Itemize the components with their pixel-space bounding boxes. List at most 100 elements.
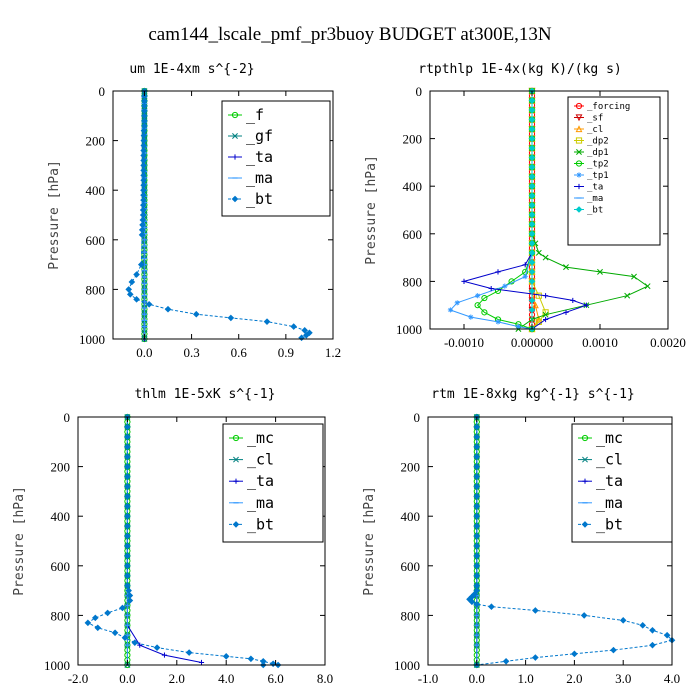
- legend-marker: [576, 183, 582, 190]
- y-axis-label: Pressure [hPa]: [362, 486, 377, 596]
- y-tick-label: 400: [86, 183, 106, 198]
- suptitle: cam144_lscale_pmf_pr3buoy BUDGET at300E,…: [148, 24, 552, 45]
- legend-marker: [233, 456, 239, 463]
- data-point: [528, 230, 536, 238]
- legend-marker: [232, 133, 238, 139]
- legend-marker: [231, 111, 239, 119]
- data-point: [137, 261, 145, 268]
- y-tick-label: 0: [99, 84, 106, 99]
- data-point: [535, 292, 542, 299]
- y-axis-label: Pressure [hPa]: [47, 160, 62, 270]
- data-point: [473, 552, 481, 560]
- legend-label: _mc: [247, 429, 274, 447]
- legend-item-ta: _ta: [574, 183, 603, 193]
- legend-label: _tp1: [587, 171, 609, 181]
- legend-label: _ta: [246, 148, 273, 166]
- legend-marker: [232, 434, 240, 442]
- x-tick-label: 4.0: [218, 671, 234, 686]
- series-markers-tp2: [474, 87, 536, 333]
- plot-frame: [77, 416, 326, 666]
- data-point: [473, 463, 481, 470]
- y-tick-label: 600: [401, 559, 421, 574]
- data-point: [121, 634, 129, 642]
- data-point: [461, 278, 467, 284]
- data-point: [124, 562, 131, 570]
- data-point: [124, 463, 131, 470]
- legend-label: _f: [246, 106, 264, 124]
- legend-item-bt: _bt: [229, 515, 274, 533]
- plot-frame: [429, 90, 669, 330]
- x-tick-label: 0.9: [278, 345, 294, 360]
- data-point: [473, 433, 481, 441]
- data-point: [124, 522, 131, 530]
- data-point: [535, 249, 542, 256]
- legend-item-cl: _cl: [578, 451, 623, 469]
- legend-marker: [582, 478, 588, 484]
- x-tick-label: 6.0: [267, 671, 283, 686]
- data-point: [124, 423, 131, 431]
- data-point: [619, 617, 627, 624]
- data-point: [528, 144, 536, 152]
- panel-title: rtpthlp 1E-4x(kg K)/(kg s): [418, 62, 622, 77]
- data-point: [161, 652, 168, 658]
- legend-label: _cl: [247, 451, 274, 469]
- legend-label: _forcing: [587, 102, 630, 112]
- data-point: [124, 433, 131, 441]
- legend-label: _ta: [596, 472, 623, 490]
- legend-item-ma: _ma: [578, 494, 623, 512]
- data-point: [124, 552, 131, 560]
- data-point: [580, 612, 588, 619]
- data-point: [84, 619, 92, 627]
- x-tick-label: 2.0: [169, 671, 185, 686]
- y-tick-label: 0: [64, 410, 71, 425]
- legend-item-ma: _ma: [228, 169, 273, 187]
- x-tick-label: 0.0: [136, 345, 152, 360]
- data-point: [644, 283, 651, 290]
- data-point: [528, 116, 536, 123]
- legend-label: _ta: [587, 183, 603, 193]
- x-tick-label: 0.0: [469, 671, 485, 686]
- data-point: [124, 443, 131, 451]
- y-tick-label: 1000: [79, 332, 105, 347]
- data-point: [164, 305, 172, 313]
- data-point: [131, 639, 139, 646]
- data-point: [124, 582, 131, 589]
- data-point: [124, 473, 131, 480]
- legend-box: [221, 100, 331, 217]
- legend-label: _bt: [596, 515, 623, 533]
- legend-item-dp1: _dp1: [574, 148, 609, 158]
- legend-marker: [575, 206, 583, 213]
- legend-label: _sf: [587, 114, 603, 124]
- data-point: [502, 657, 510, 665]
- data-point: [302, 331, 310, 339]
- data-point: [563, 264, 569, 271]
- data-point: [124, 493, 131, 500]
- legend-marker: [232, 521, 240, 528]
- series-line-tp1: [449, 91, 533, 330]
- data-point: [473, 542, 481, 550]
- legend-label: _dp2: [587, 137, 609, 147]
- legend-marker: [233, 478, 239, 484]
- data-point: [473, 453, 481, 460]
- x-tick-label: -1.0: [418, 671, 439, 686]
- legend-marker: [581, 434, 589, 442]
- data-point: [125, 587, 132, 594]
- data-point: [290, 323, 298, 330]
- data-point: [528, 259, 536, 266]
- data-point: [124, 453, 131, 460]
- legend-marker: [575, 137, 583, 144]
- data-point: [528, 163, 536, 171]
- data-point: [475, 293, 481, 299]
- data-point: [263, 318, 271, 325]
- y-tick-label: 400: [51, 509, 71, 524]
- data-point: [133, 296, 140, 303]
- data-point: [528, 268, 536, 276]
- legend-item-sf: _sf: [574, 114, 603, 124]
- data-point: [473, 493, 481, 500]
- y-tick-label: 200: [51, 460, 71, 475]
- panel-thlm: thlm 1E-5xK s^{-1} Pressure [hPa] -2.0 0.0 2…: [12, 387, 333, 686]
- legend-marker: [581, 521, 589, 528]
- data-point: [124, 502, 131, 510]
- data-point: [528, 173, 536, 180]
